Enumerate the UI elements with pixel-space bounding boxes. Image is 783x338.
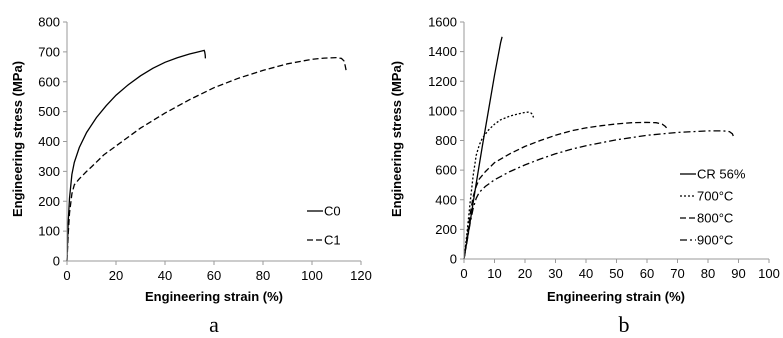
panel-a-chart: a Engineering strain (%) Engineering str…	[10, 15, 372, 338]
panel-b-series	[463, 36, 735, 260]
panel-b-y-tick-label: 0	[450, 252, 457, 267]
panel-b-y-tick-label: 200	[435, 222, 457, 237]
panel-b-x-axis-title: Engineering strain (%)	[547, 289, 685, 304]
panel-a-x-tick-label: 0	[63, 268, 70, 283]
panel-a-y-tick-label: 400	[38, 134, 60, 149]
panel-a-y-axis-title: Engineering stress (MPa)	[10, 61, 25, 217]
panel-b-y-tick-label: 1400	[428, 44, 457, 59]
panel-a-x-tick-label: 60	[207, 268, 221, 283]
panel-a-y-tick-label: 600	[38, 74, 60, 89]
panel-b-legend-label-800-c: 800°C	[697, 211, 733, 226]
panel-b-x-tick-label: 40	[579, 266, 593, 281]
panel-b-axes	[463, 22, 769, 260]
panel-b-x-ticks: 0 10 20 30 40 50 60 70 80 90 100	[460, 259, 780, 281]
panel-a-x-tick-label: 80	[256, 268, 270, 283]
panel-a-series-c0	[66, 49, 207, 262]
panel-a-x-tick-label: 100	[301, 268, 323, 283]
panel-a-y-tick-label: 800	[38, 15, 60, 30]
panel-a-x-tick-label: 120	[350, 268, 372, 283]
panel-a-y-tick-label: 300	[38, 164, 60, 179]
panel-b-x-tick-label: 100	[758, 266, 780, 281]
panel-b-x-tick-label: 50	[609, 266, 623, 281]
panel-b-series-700-c	[463, 111, 535, 260]
panel-a-y-tick-label: 200	[38, 194, 60, 209]
panel-a-x-tick-label: 20	[109, 268, 123, 283]
panel-b-series-800-c	[463, 121, 669, 260]
panel-a-legend: C0 C1	[307, 204, 341, 248]
panel-a-x-ticks: 0 20 40 60 80 100 120	[63, 261, 372, 283]
panel-a-x-tick-label: 40	[158, 268, 172, 283]
panel-b-y-tick-label: 1600	[428, 15, 457, 30]
panel-a-y-tick-label: 100	[38, 224, 60, 239]
panel-b-y-tick-label: 1000	[428, 103, 457, 118]
panel-b-y-axis-title: Engineering stress (MPa)	[389, 61, 404, 217]
panel-b-x-tick-label: 60	[640, 266, 654, 281]
panel-a-label: a	[209, 312, 219, 337]
panel-a-axes	[66, 22, 361, 262]
panel-b-legend: CR 56% 700°C 800°C 900°C	[680, 167, 746, 248]
panel-a-y-tick-label: 700	[38, 44, 60, 59]
panel-b-y-tick-label: 1200	[428, 74, 457, 89]
panel-b-series-cr-56	[463, 36, 503, 260]
panel-b-x-tick-label: 80	[701, 266, 715, 281]
panel-b-y-tick-label: 800	[435, 133, 457, 148]
panel-b-y-tick-label: 600	[435, 163, 457, 178]
panel-a-y-ticks: 0 100 200 300 400 500 600 700 800	[38, 15, 67, 269]
panel-b-x-tick-label: 0	[460, 266, 467, 281]
panel-b-chart: b Engineering strain (%) Engineering str…	[389, 15, 780, 338]
panel-a-series-c1	[66, 56, 347, 262]
panel-a-x-axis-title: Engineering strain (%)	[145, 289, 283, 304]
panel-b-legend-label-900-c: 900°C	[697, 233, 733, 248]
panel-b-x-tick-label: 10	[487, 266, 501, 281]
panel-b-x-tick-label: 30	[548, 266, 562, 281]
panel-a-legend-label-c1: C1	[324, 233, 341, 248]
panel-b-y-ticks: 0 200 400 600 800 1000 1200 1400 1600	[428, 15, 464, 267]
panel-b-series-900-c	[463, 130, 735, 260]
panel-b-legend-label-cr-56: CR 56%	[697, 167, 746, 182]
panel-b-x-tick-label: 90	[731, 266, 745, 281]
panel-b-y-tick-label: 400	[435, 192, 457, 207]
panel-a-y-tick-label: 0	[53, 254, 60, 269]
panel-a-legend-label-c0: C0	[324, 204, 341, 219]
panel-b-x-tick-label: 70	[670, 266, 684, 281]
panel-b-legend-label-700-c: 700°C	[697, 189, 733, 204]
panel-b-x-tick-label: 20	[518, 266, 532, 281]
panel-a-series	[66, 49, 347, 262]
panel-b-label: b	[619, 312, 630, 337]
panel-a-y-tick-label: 500	[38, 104, 60, 119]
